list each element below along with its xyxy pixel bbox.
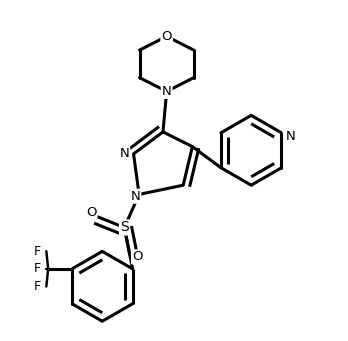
Text: F: F [33, 262, 41, 275]
Text: S: S [120, 221, 129, 235]
Text: O: O [161, 30, 172, 43]
Text: N: N [286, 130, 295, 143]
Text: N: N [130, 190, 140, 203]
Text: O: O [86, 206, 96, 219]
Text: F: F [33, 280, 41, 293]
Text: F: F [33, 245, 41, 258]
Text: O: O [132, 250, 142, 263]
Text: N: N [119, 147, 129, 161]
Text: N: N [162, 85, 172, 98]
